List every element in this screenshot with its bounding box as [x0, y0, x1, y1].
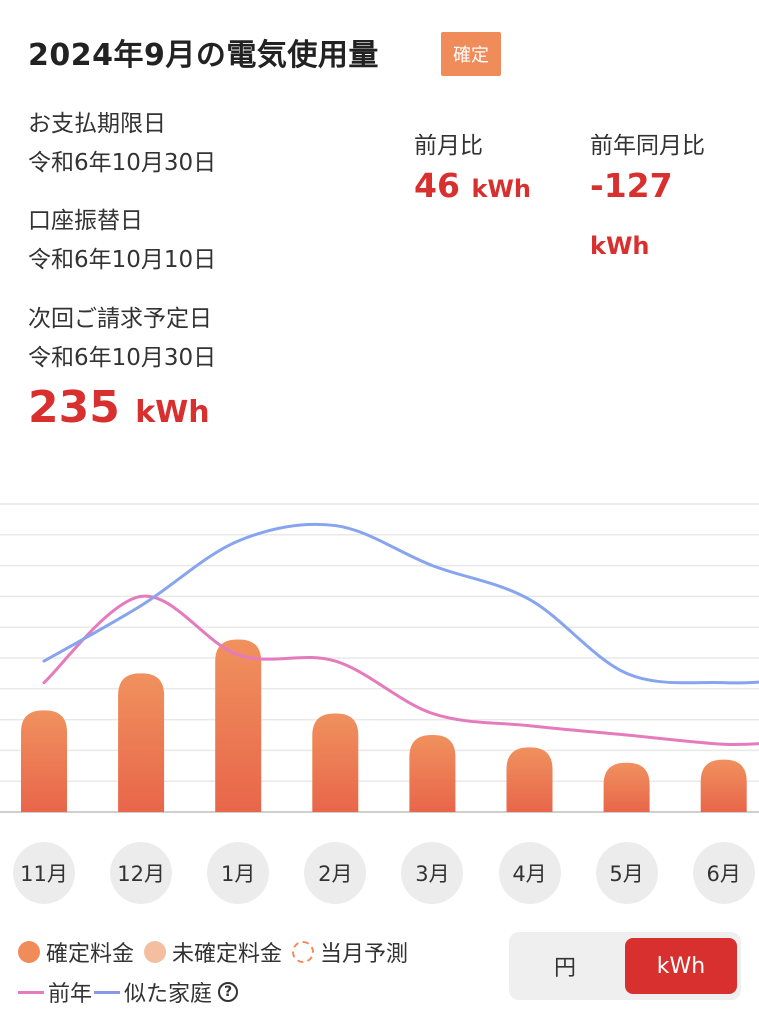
page-title: 2024年9月の電気使用量: [28, 38, 379, 73]
month-tick-label[interactable]: 5月: [595, 842, 658, 904]
usage-bar[interactable]: [603, 762, 650, 812]
month-tick-label[interactable]: 1月: [207, 842, 270, 904]
toggle-kwh-button[interactable]: kWh: [625, 938, 737, 994]
next-bill-date: 令和6年10月30日: [28, 345, 217, 371]
usage-unit: kWh: [135, 395, 210, 430]
prev-year-swatch: [18, 990, 44, 994]
month-tick-label[interactable]: 6月: [692, 842, 755, 904]
prev-month-value: 46 kWh: [414, 166, 531, 205]
prev-year-number: -127: [590, 166, 673, 205]
prev-month-label: 前月比: [414, 133, 483, 159]
month-tick-label[interactable]: 11月: [13, 842, 75, 904]
prev-month-unit: kWh: [471, 175, 531, 203]
usage-bar[interactable]: [409, 735, 456, 812]
forecast-swatch: [292, 941, 315, 963]
payment-due-date: 令和6年10月30日: [28, 150, 217, 176]
month-tick-label[interactable]: 2月: [304, 842, 367, 904]
month-tick-label[interactable]: 3月: [401, 842, 464, 904]
usage-bar[interactable]: [700, 759, 747, 812]
status-badge: 確定: [441, 32, 501, 76]
usage-bar[interactable]: [215, 639, 262, 812]
next-bill-label: 次回ご請求予定日: [28, 306, 212, 332]
month-tick-label[interactable]: 12月: [110, 842, 173, 904]
usage-bar[interactable]: [312, 713, 359, 812]
payment-due-label: お支払期限日: [28, 111, 166, 137]
confirmed-swatch: [18, 941, 40, 963]
legend-prev-year: 前年: [48, 982, 93, 1007]
usage-bar[interactable]: [506, 747, 553, 812]
similar-swatch: [94, 990, 121, 994]
legend-unconfirmed: 未確定料金: [172, 942, 283, 967]
legend-row-1: 確定料金 未確定料金 当月予測: [18, 936, 408, 968]
toggle-yen-button[interactable]: 円: [553, 956, 576, 981]
unit-toggle: 円 kWh: [509, 932, 741, 1000]
usage-bar[interactable]: [118, 673, 165, 812]
prev-year-unit: kWh: [590, 232, 650, 260]
transfer-date: 令和6年10月10日: [28, 247, 217, 273]
legend-row-2: 前年 似た家庭 ?: [18, 976, 239, 1008]
legend-confirmed: 確定料金: [46, 942, 135, 967]
month-tick-label[interactable]: 4月: [498, 842, 561, 904]
legend-similar: 似た家庭: [124, 982, 213, 1007]
transfer-label: 口座振替日: [28, 208, 143, 234]
usage-chart: [0, 503, 759, 813]
unconfirmed-swatch: [144, 941, 167, 963]
usage-bar[interactable]: [21, 710, 67, 812]
prev-month-number: 46: [414, 166, 460, 205]
usage-number: 235: [28, 382, 120, 433]
legend-forecast: 当月予測: [320, 942, 409, 967]
prev-year-label: 前年同月比: [590, 133, 705, 159]
usage-value: 235 kWh: [28, 382, 210, 433]
similar-household-line: [42, 522, 759, 685]
help-icon[interactable]: ?: [218, 982, 239, 1002]
